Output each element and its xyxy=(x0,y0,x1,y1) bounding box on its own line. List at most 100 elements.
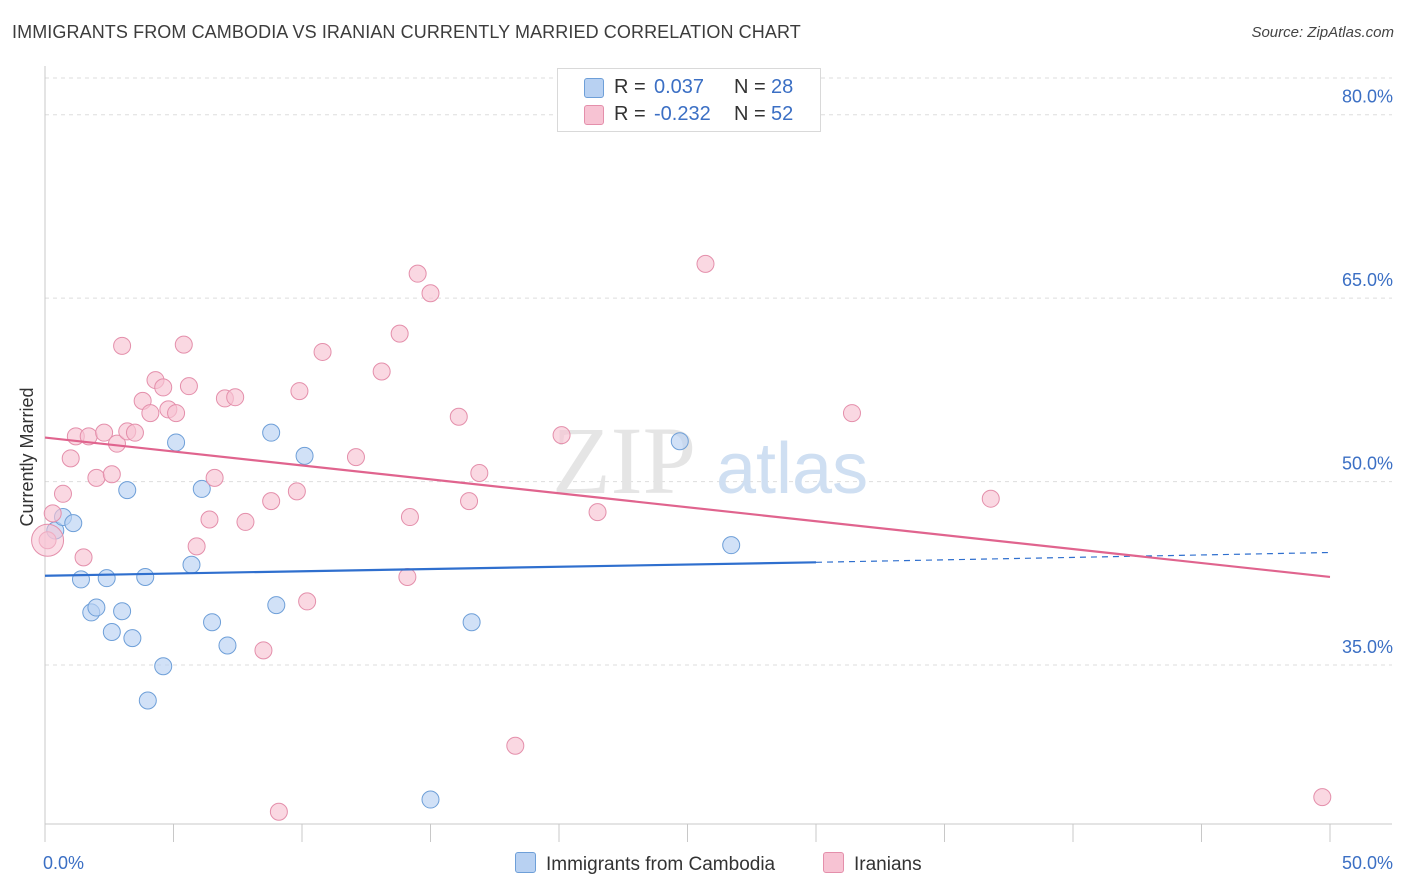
iranians-point xyxy=(262,492,281,511)
cambodia-swatch xyxy=(584,78,604,98)
iranians-point xyxy=(981,489,1000,508)
cambodia-point xyxy=(71,570,90,589)
iranians-point xyxy=(298,592,317,611)
iranians-point xyxy=(74,548,93,567)
iranians-point xyxy=(95,423,114,442)
iranians-point xyxy=(254,641,273,660)
iranians-point xyxy=(113,336,132,355)
x-tick-label: 0.0% xyxy=(43,853,84,873)
iranians-point xyxy=(346,448,365,467)
iranians-point xyxy=(125,423,144,442)
axes xyxy=(44,66,1392,842)
iranians-point xyxy=(506,736,525,755)
n-label: N = xyxy=(734,103,766,125)
iranians-point xyxy=(141,404,160,423)
iranians-point xyxy=(61,449,80,468)
iranians-point xyxy=(102,465,121,484)
n-label: N = xyxy=(734,76,766,98)
iranians-legend-swatch xyxy=(823,852,844,873)
data-points xyxy=(31,254,1332,821)
iranians-point xyxy=(449,407,468,426)
cambodia-point xyxy=(218,636,237,655)
iranians-point xyxy=(174,335,193,354)
cambodia-legend-swatch xyxy=(515,852,536,873)
iranians-trend-line xyxy=(44,436,1331,579)
r-value-iranians: -0.232 xyxy=(654,103,711,125)
y-tick-label: 50.0% xyxy=(1342,454,1393,474)
legend-item-iranians[interactable]: Iranians xyxy=(823,852,922,876)
cambodia-point xyxy=(192,479,211,498)
trend-lines xyxy=(44,436,1331,579)
iranians-point xyxy=(236,512,255,531)
iranians-point xyxy=(43,504,62,523)
iranians-point xyxy=(53,484,72,503)
y-axis-label: Currently Married xyxy=(17,387,37,526)
iranians-point xyxy=(460,492,479,511)
y-tick-label: 65.0% xyxy=(1342,270,1393,290)
cambodia-point xyxy=(267,596,286,615)
x-tick-label: 50.0% xyxy=(1342,853,1393,873)
gridlines xyxy=(45,77,1392,666)
iranians-point xyxy=(421,284,440,303)
y-tick-label: 80.0% xyxy=(1342,87,1393,107)
iranians-point xyxy=(390,324,409,343)
r-value-cambodia: 0.037 xyxy=(654,76,705,98)
cambodia-point xyxy=(462,613,481,632)
cambodia-point xyxy=(722,536,741,555)
iranians-point xyxy=(290,382,309,401)
cambodia-point xyxy=(136,567,155,586)
iranians-point xyxy=(287,482,306,501)
cambodia-point xyxy=(182,555,201,574)
n-value-iranians: 52 xyxy=(771,103,794,125)
iranians-point xyxy=(187,537,206,556)
iranians-swatch xyxy=(584,105,604,125)
cambodia-point xyxy=(203,613,222,632)
iranians-point xyxy=(87,468,106,487)
iranians-point xyxy=(400,508,419,527)
cambodia-point xyxy=(421,790,440,809)
iranians-point xyxy=(313,342,332,361)
iranians-point xyxy=(154,378,173,397)
cambodia-point xyxy=(262,423,281,442)
y-tick-label: 35.0% xyxy=(1342,637,1393,657)
iranians-point xyxy=(200,510,219,529)
legend-item-cambodia[interactable]: Immigrants from Cambodia xyxy=(515,852,775,876)
watermark: ZIP atlas xyxy=(552,407,868,514)
cambodia-point xyxy=(295,446,314,465)
iranians-point xyxy=(179,377,198,396)
iranians-point xyxy=(398,567,417,586)
iranians-point xyxy=(588,503,607,522)
iranians-point xyxy=(167,404,186,423)
cambodia-trend-extension xyxy=(815,551,1331,563)
iranians-point xyxy=(205,468,224,487)
iranians-point xyxy=(226,388,245,407)
cambodia-point xyxy=(123,629,142,648)
iranians-point xyxy=(408,264,427,283)
iranians-point xyxy=(269,802,288,821)
chart-title: IMMIGRANTS FROM CAMBODIA VS IRANIAN CURR… xyxy=(12,22,801,42)
legend-label-iranians: Iranians xyxy=(854,854,922,875)
watermark-atlas: atlas xyxy=(716,429,868,509)
r-label: R = xyxy=(614,103,646,125)
cambodia-point xyxy=(118,481,137,500)
watermark-zip: ZIP xyxy=(552,407,696,514)
iranians-point xyxy=(470,464,489,483)
cambodia-point xyxy=(670,432,689,451)
legend-label-cambodia: Immigrants from Cambodia xyxy=(546,854,776,875)
iranians-point xyxy=(372,362,391,381)
cambodia-point xyxy=(64,514,83,533)
cambodia-point xyxy=(113,602,132,621)
source-credit: Source: ZipAtlas.com xyxy=(1251,24,1394,41)
iranians-cluster-point xyxy=(31,523,65,557)
cambodia-point xyxy=(138,691,157,710)
cambodia-point xyxy=(87,598,106,617)
tick-labels: 35.0% 50.0% 65.0% 80.0% 0.0% 50.0% xyxy=(43,87,1393,873)
cambodia-point xyxy=(167,433,186,452)
cambodia-point xyxy=(97,569,116,588)
r-label: R = xyxy=(614,76,646,98)
iranians-point xyxy=(842,404,861,423)
iranians-point xyxy=(696,254,715,273)
iranians-point xyxy=(1313,788,1332,807)
cambodia-trend-line xyxy=(44,561,817,577)
